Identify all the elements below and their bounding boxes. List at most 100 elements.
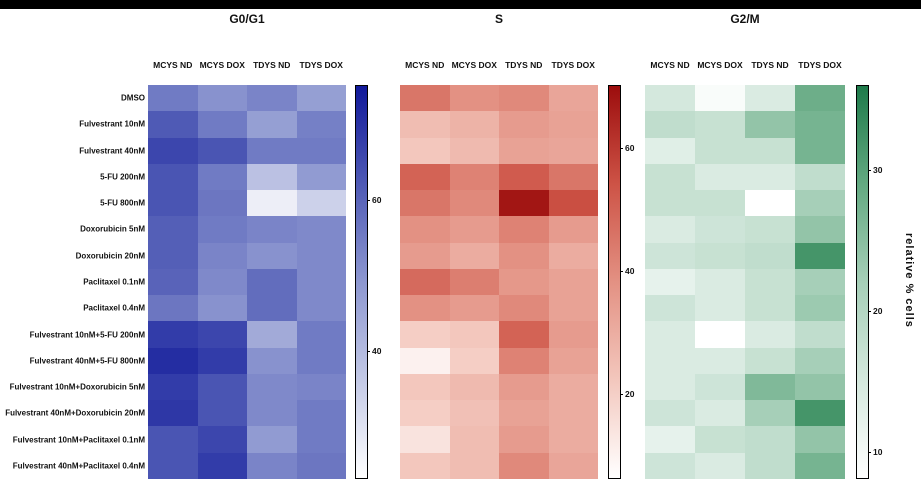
- heatmap-cell: [400, 426, 450, 453]
- heatmap-cell: [645, 85, 695, 112]
- heatmap-cell: [795, 426, 845, 453]
- heatmap-cell: [197, 295, 247, 322]
- heatmap-cell: [795, 137, 845, 164]
- heatmap-cell: [695, 347, 745, 374]
- heatmap-cell: [296, 85, 346, 112]
- heatmap-cell: [499, 452, 549, 479]
- heatmap-cell: [645, 163, 695, 191]
- heatmap-cell: [197, 321, 247, 348]
- colorbar-tick-mark: [868, 170, 871, 172]
- heatmap-cell: [400, 111, 450, 138]
- colorbar-tick-mark: [620, 147, 623, 149]
- heatmap-cell: [247, 111, 297, 138]
- heatmap-cell: [745, 321, 795, 348]
- heatmap-cell: [645, 426, 695, 453]
- heatmap-cell: [247, 85, 297, 112]
- heatmap-cell: [197, 373, 247, 401]
- heatmap-cell: [745, 111, 795, 138]
- heatmap-cell: [296, 452, 346, 479]
- heatmap-cell: [695, 111, 745, 138]
- heatmap-cell: [548, 295, 598, 322]
- heatmap-cell: [449, 137, 499, 164]
- colorbar-tick-label: 60: [625, 142, 635, 153]
- panel-s: S MCYS ND MCYS DOX TDYS ND TDYS DOX 20 40 60: [400, 0, 634, 496]
- column-header: MCYS DOX: [199, 60, 245, 70]
- heatmap-cell: [400, 163, 450, 191]
- heatmap-grid-g2m: [645, 85, 845, 479]
- heatmap-cell: [695, 426, 745, 453]
- heatmap-cell: [548, 242, 598, 269]
- heatmap-cell: [247, 347, 297, 374]
- heatmap-cell: [645, 321, 695, 348]
- column-header: TDYS DOX: [551, 60, 595, 70]
- panel-g0g1: G0/G1 MCYS ND MCYS DOX TDYS ND TDYS DOX 40 6…: [148, 0, 381, 496]
- heatmap-cell: [745, 137, 795, 164]
- heatmap-cell: [499, 137, 549, 164]
- heatmap-cell: [400, 373, 450, 401]
- heatmap-cell: [449, 321, 499, 348]
- heatmap-cell: [400, 347, 450, 374]
- heatmap-cell: [449, 85, 499, 112]
- heatmap-cell: [197, 347, 247, 374]
- heatmap-cell: [400, 400, 450, 427]
- heatmap-cell: [795, 216, 845, 243]
- heatmap-cell: [745, 426, 795, 453]
- colorbar-tick-mark: [367, 199, 370, 201]
- row-label: Paclitaxel 0.4nM: [83, 303, 145, 313]
- colorbar-tick-mark: [868, 311, 871, 313]
- row-label: Fulvestrant 10nM+Paclitaxel 0.1nM: [12, 435, 145, 445]
- heatmap-cell: [645, 242, 695, 269]
- heatmap-cell: [400, 452, 450, 479]
- heatmap-cell: [499, 295, 549, 322]
- heatmap-cell: [795, 163, 845, 191]
- heatmap-cell: [695, 321, 745, 348]
- heatmap-cell: [148, 190, 198, 217]
- heatmap-cell: [795, 295, 845, 322]
- heatmap-cell: [247, 400, 297, 427]
- colorbar-tick-label: 40: [372, 346, 382, 357]
- heatmap-cell: [645, 111, 695, 138]
- heatmap-cell: [296, 373, 346, 401]
- heatmap-cell: [197, 163, 247, 191]
- column-header: MCYS DOX: [697, 60, 743, 70]
- heatmap-cell: [645, 400, 695, 427]
- colorbar-tick-label: 20: [873, 306, 883, 317]
- heatmap-cell: [548, 426, 598, 453]
- heatmap-cell: [247, 426, 297, 453]
- column-header: TDYS ND: [505, 60, 543, 70]
- heatmap-cell: [148, 321, 198, 348]
- heatmap-cell: [695, 242, 745, 269]
- heatmap-grid-g0g1: [148, 85, 346, 479]
- heatmap-cell: [449, 400, 499, 427]
- heatmap-cell: [247, 190, 297, 217]
- heatmap-cell: [499, 111, 549, 138]
- column-headers: MCYS ND MCYS DOX TDYS ND TDYS DOX: [400, 58, 598, 72]
- heatmap-cell: [499, 268, 549, 296]
- heatmap-cell: [296, 163, 346, 191]
- heatmap-cell: [695, 137, 745, 164]
- heatmap-cell: [296, 268, 346, 296]
- heatmap-cell: [296, 242, 346, 269]
- heatmap-cell: [795, 452, 845, 479]
- column-header: MCYS ND: [405, 60, 445, 70]
- heatmap-cell: [197, 400, 247, 427]
- heatmap-cell: [695, 295, 745, 322]
- column-header: MCYS DOX: [451, 60, 497, 70]
- heatmap-cell: [296, 190, 346, 217]
- heatmap-cell: [247, 268, 297, 296]
- heatmap-cell: [148, 347, 198, 374]
- heatmap-cell: [449, 295, 499, 322]
- heatmap-cell: [247, 216, 297, 243]
- heatmap-cell: [745, 85, 795, 112]
- heatmap-cell: [148, 111, 198, 138]
- column-header: MCYS ND: [153, 60, 193, 70]
- heatmap-cell: [247, 163, 297, 191]
- row-label: Doxorubicin 20nM: [75, 251, 145, 261]
- heatmap-cell: [695, 373, 745, 401]
- column-headers: MCYS ND MCYS DOX TDYS ND TDYS DOX: [148, 58, 346, 72]
- column-header: TDYS ND: [253, 60, 291, 70]
- colorbar-g2m: 10 20 30: [856, 85, 882, 479]
- heatmap-cell: [795, 347, 845, 374]
- heatmap-cell: [548, 347, 598, 374]
